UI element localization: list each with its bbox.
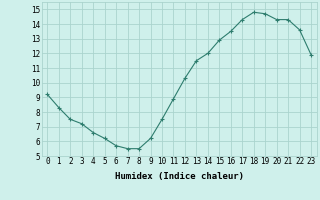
X-axis label: Humidex (Indice chaleur): Humidex (Indice chaleur) xyxy=(115,172,244,181)
